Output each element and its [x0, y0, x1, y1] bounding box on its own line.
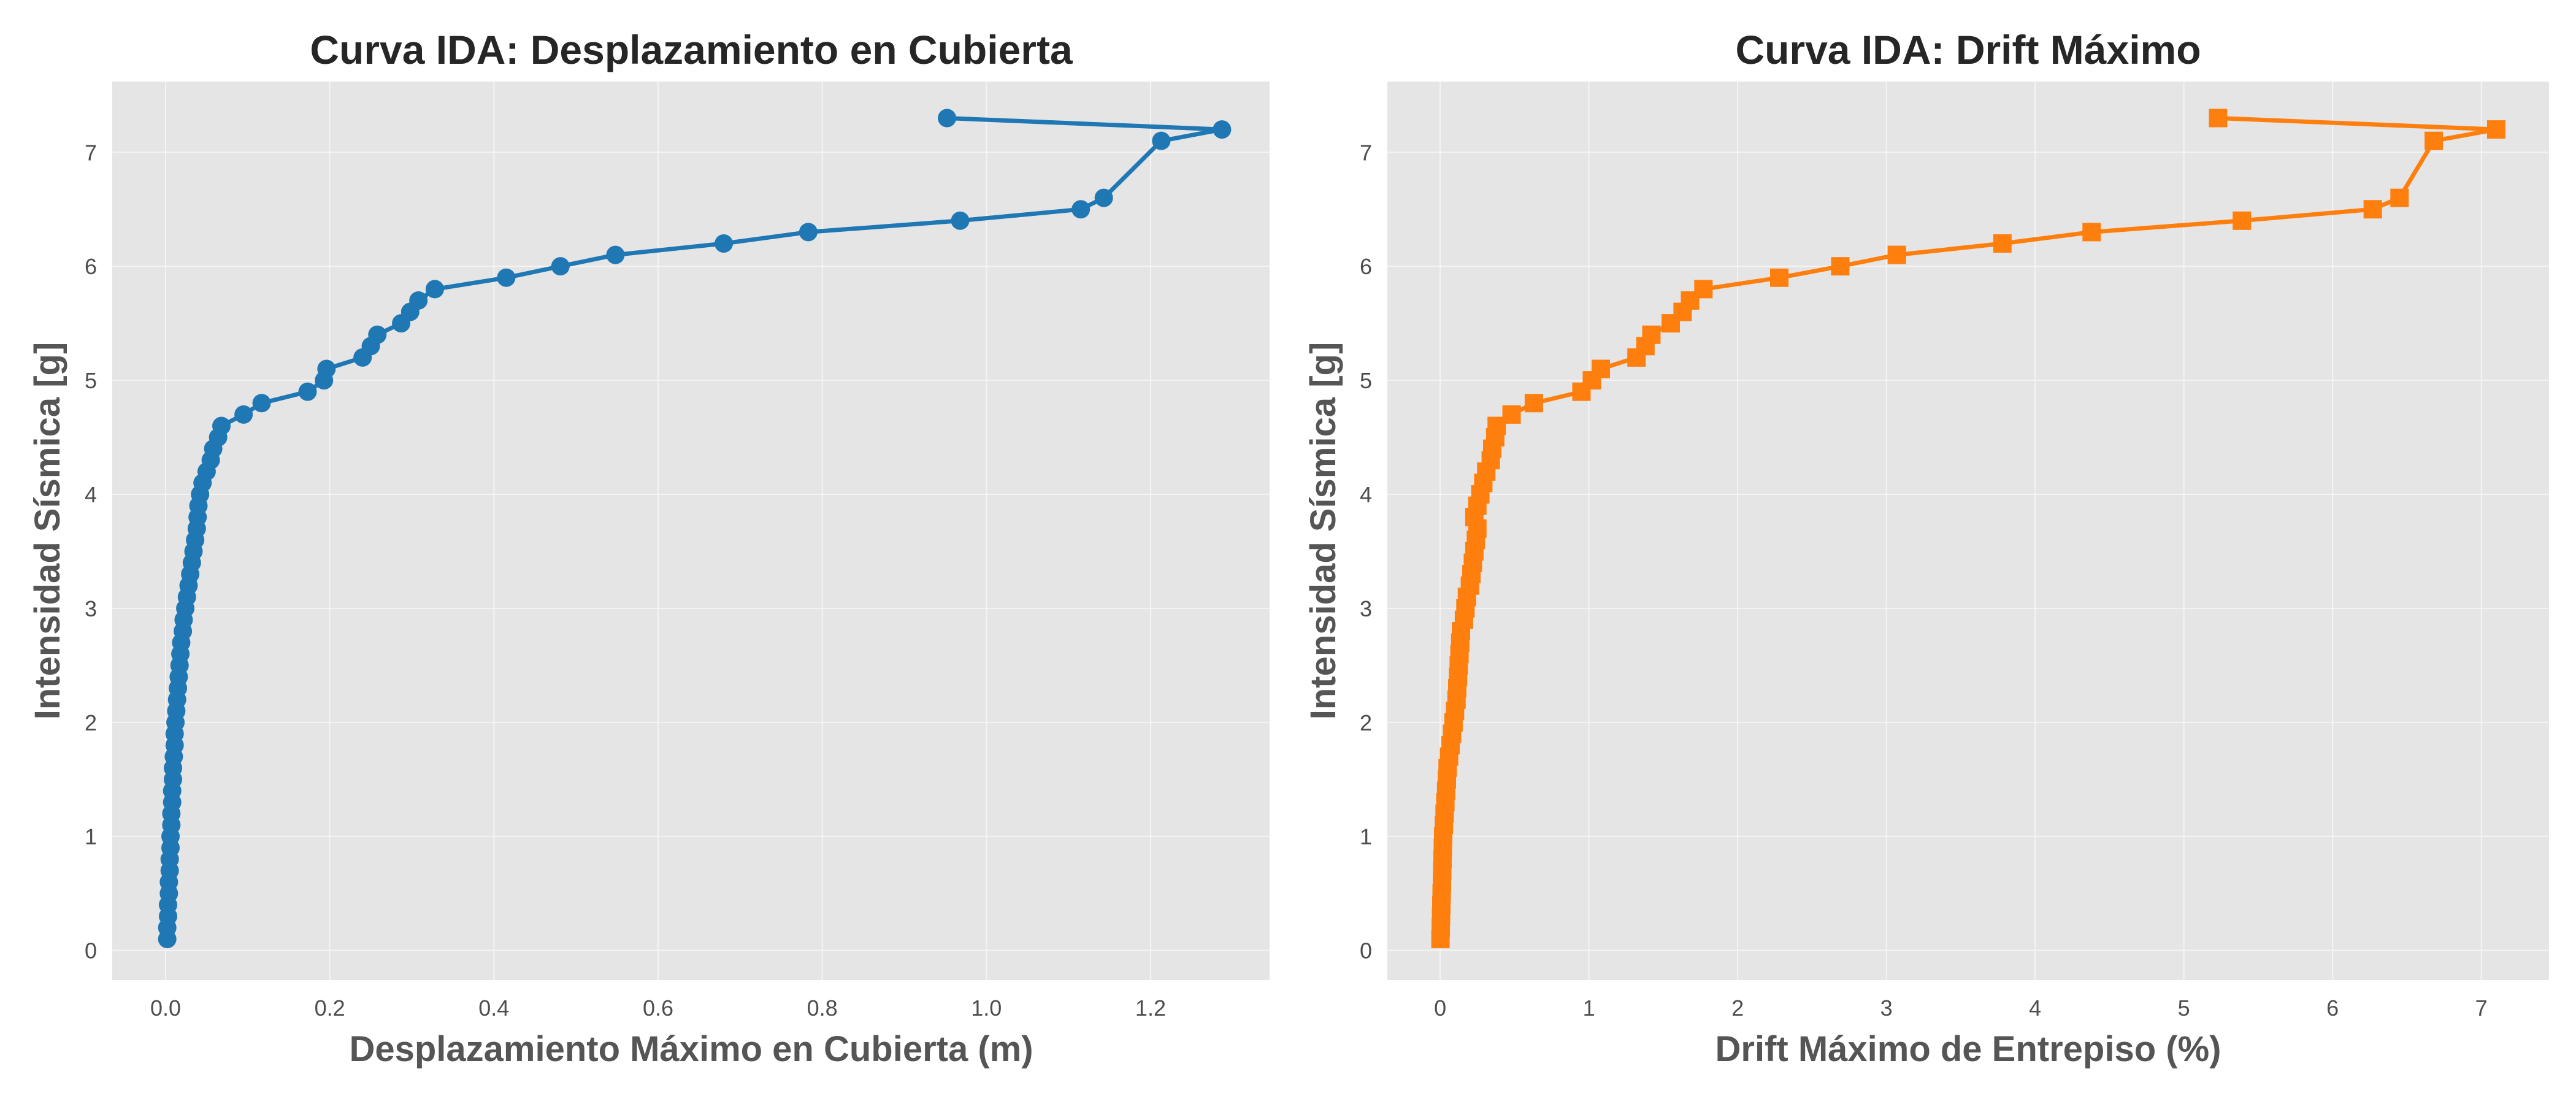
y-tick-label: 4	[85, 482, 97, 507]
y-tick-label: 4	[1360, 482, 1372, 507]
data-series	[158, 109, 1232, 949]
x-tick-label: 0	[1434, 995, 1446, 1021]
y-tick-label: 2	[85, 710, 97, 735]
y-axis-label: Intensidad Sísmica [g]	[1303, 342, 1343, 720]
y-tick-label: 0	[85, 938, 97, 964]
data-point	[2209, 109, 2228, 128]
x-axis-label: Desplazamiento Máximo en Cubierta (m)	[349, 1029, 1033, 1069]
chart-title: Curva IDA: Desplazamiento en Cubierta	[310, 27, 1073, 72]
data-point	[252, 394, 271, 413]
data-point	[1887, 245, 1906, 264]
x-tick-label: 0.8	[807, 995, 838, 1021]
data-point	[425, 280, 444, 299]
x-tick-label: 0.2	[315, 995, 345, 1021]
chart-right: Curva IDA: Drift Máximo 0 1 2 3 4 5 6 7 0 1 2 3 4 5 6…	[1303, 27, 2549, 1069]
y-tick-label: 6	[1360, 254, 1372, 279]
data-point	[1213, 120, 1232, 139]
y-axis-label: Intensidad Sísmica [g]	[28, 342, 67, 720]
y-tick-label: 5	[1360, 368, 1372, 393]
data-point	[1592, 359, 1611, 378]
data-point	[951, 211, 970, 230]
data-point	[1071, 200, 1091, 219]
y-grid	[1387, 151, 2549, 951]
plot-area	[1387, 82, 2549, 980]
x-tick-label: 5	[2178, 995, 2190, 1021]
data-point	[1642, 325, 1661, 344]
data-point	[1694, 280, 1713, 299]
data-point	[368, 325, 387, 344]
data-point	[2233, 211, 2252, 230]
data-point	[2425, 131, 2444, 150]
x-tick-label: 1.0	[971, 995, 1002, 1021]
data-point	[1993, 234, 2012, 253]
x-tick-label: 7	[2475, 995, 2488, 1021]
data-point	[409, 291, 428, 310]
y-tick-label: 3	[1360, 596, 1372, 621]
data-point	[2486, 120, 2505, 139]
data-point	[1524, 394, 1543, 413]
y-tick-label: 0	[1360, 938, 1372, 964]
y-tick-labels: 0 1 2 3 4 5 6 7	[85, 140, 97, 963]
series-layer	[158, 109, 1232, 949]
y-tick-label: 2	[1360, 710, 1372, 735]
data-series	[1431, 109, 2505, 949]
y-tick-label: 6	[85, 254, 97, 279]
x-tick-labels: 0 1 2 3 4 5 6 7	[1434, 995, 2488, 1021]
data-point	[2390, 188, 2409, 207]
data-point	[1094, 188, 1113, 207]
x-tick-label: 0.0	[150, 995, 181, 1021]
chart-left: Curva IDA: Desplazamiento en Cubierta 0.…	[28, 27, 1270, 1069]
x-tick-label: 3	[1880, 995, 1893, 1021]
y-tick-label: 3	[85, 596, 97, 621]
plot-area	[112, 82, 1270, 980]
data-point	[799, 223, 818, 242]
series-layer	[1431, 109, 2505, 949]
data-point	[551, 257, 570, 276]
y-tick-label: 1	[1360, 824, 1372, 849]
x-tick-label: 6	[2326, 995, 2339, 1021]
data-point	[606, 245, 625, 264]
x-tick-label: 0.4	[478, 995, 509, 1021]
x-tick-label: 4	[2029, 995, 2041, 1021]
data-point	[317, 359, 336, 378]
x-tick-label: 1.2	[1135, 995, 1166, 1021]
data-point	[1770, 268, 1789, 287]
data-point	[298, 382, 317, 401]
y-tick-labels: 0 1 2 3 4 5 6 7	[1360, 140, 1372, 963]
data-point	[497, 268, 516, 287]
y-tick-label: 7	[85, 140, 97, 165]
y-tick-label: 1	[85, 824, 97, 849]
x-tick-labels: 0.0 0.2 0.4 0.6 0.8 1.0 1.2	[150, 995, 1166, 1021]
data-point	[1502, 405, 1521, 424]
x-tick-label: 1	[1583, 995, 1595, 1021]
data-point	[938, 109, 957, 128]
x-tick-label: 2	[1731, 995, 1744, 1021]
data-point	[715, 234, 734, 253]
y-tick-label: 7	[1360, 140, 1372, 165]
data-point	[212, 416, 231, 435]
x-tick-label: 0.6	[643, 995, 673, 1021]
y-tick-label: 5	[85, 368, 97, 393]
data-point	[234, 405, 253, 424]
x-axis-label: Drift Máximo de Entrepiso (%)	[1715, 1029, 2221, 1069]
data-point	[2363, 200, 2382, 219]
data-point	[1152, 131, 1171, 150]
data-point	[1831, 257, 1850, 276]
data-point	[2082, 223, 2101, 242]
y-grid	[112, 151, 1270, 951]
chart-title: Curva IDA: Drift Máximo	[1735, 27, 2201, 72]
